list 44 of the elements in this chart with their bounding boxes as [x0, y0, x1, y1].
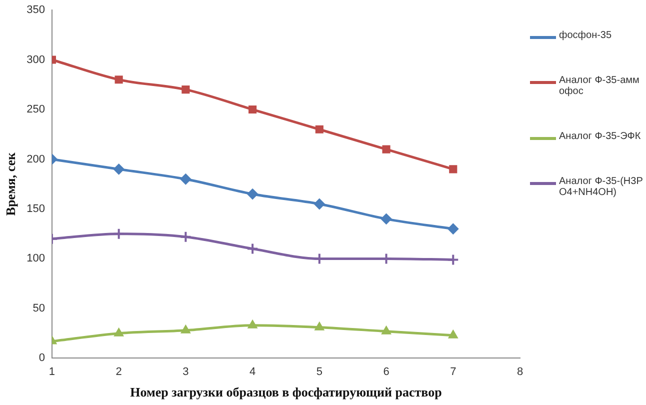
- y-tick-label: 50: [32, 302, 45, 314]
- point: [449, 165, 458, 174]
- point: [112, 228, 125, 240]
- point: [114, 76, 123, 84]
- point: [246, 242, 259, 255]
- point: [381, 326, 392, 334]
- x-tick-label: 6: [383, 366, 390, 378]
- point: [448, 223, 459, 234]
- point: [382, 145, 390, 154]
- point: [248, 105, 257, 114]
- y-tick-label: 0: [38, 352, 45, 364]
- y-axis-title: Время, сек: [3, 152, 18, 216]
- x-tick-label: 3: [182, 366, 189, 378]
- legend-label: Аналог Ф-35-аммофос: [559, 75, 640, 97]
- x-tick-label: 8: [516, 366, 524, 378]
- point: [380, 213, 392, 224]
- y-tick-label: 200: [26, 153, 45, 166]
- legend-label: Аналог Ф-35-ЭФК: [559, 131, 641, 142]
- x-tick-label: 4: [249, 366, 256, 378]
- point: [248, 320, 258, 328]
- y-tick-label: 300: [26, 54, 45, 66]
- x-tick-label: 1: [48, 366, 56, 378]
- point: [314, 322, 324, 330]
- point: [247, 188, 258, 200]
- y-tick-label: 250: [26, 104, 45, 116]
- point: [447, 254, 460, 266]
- point: [180, 324, 191, 334]
- legend-label: Аналог Ф-35-(H3PO4+NH4OH): [559, 176, 644, 198]
- point: [180, 230, 192, 243]
- y-tick-label: 100: [26, 252, 45, 265]
- point: [114, 328, 124, 336]
- x-tick-label: 2: [116, 366, 122, 378]
- y-tick-label: 150: [26, 203, 45, 216]
- point: [113, 164, 124, 175]
- point: [182, 86, 190, 94]
- y-tick-label: 350: [26, 4, 45, 16]
- legend-label: фосфон-35: [559, 30, 612, 41]
- x-tick-label: 5: [316, 366, 322, 378]
- point: [180, 174, 192, 185]
- x-axis-title: Номер загрузки образцов в фосфатирующий раствор: [130, 384, 442, 400]
- point: [315, 125, 324, 134]
- x-tick-label: 7: [450, 366, 456, 378]
- point: [448, 330, 458, 338]
- point: [314, 198, 325, 210]
